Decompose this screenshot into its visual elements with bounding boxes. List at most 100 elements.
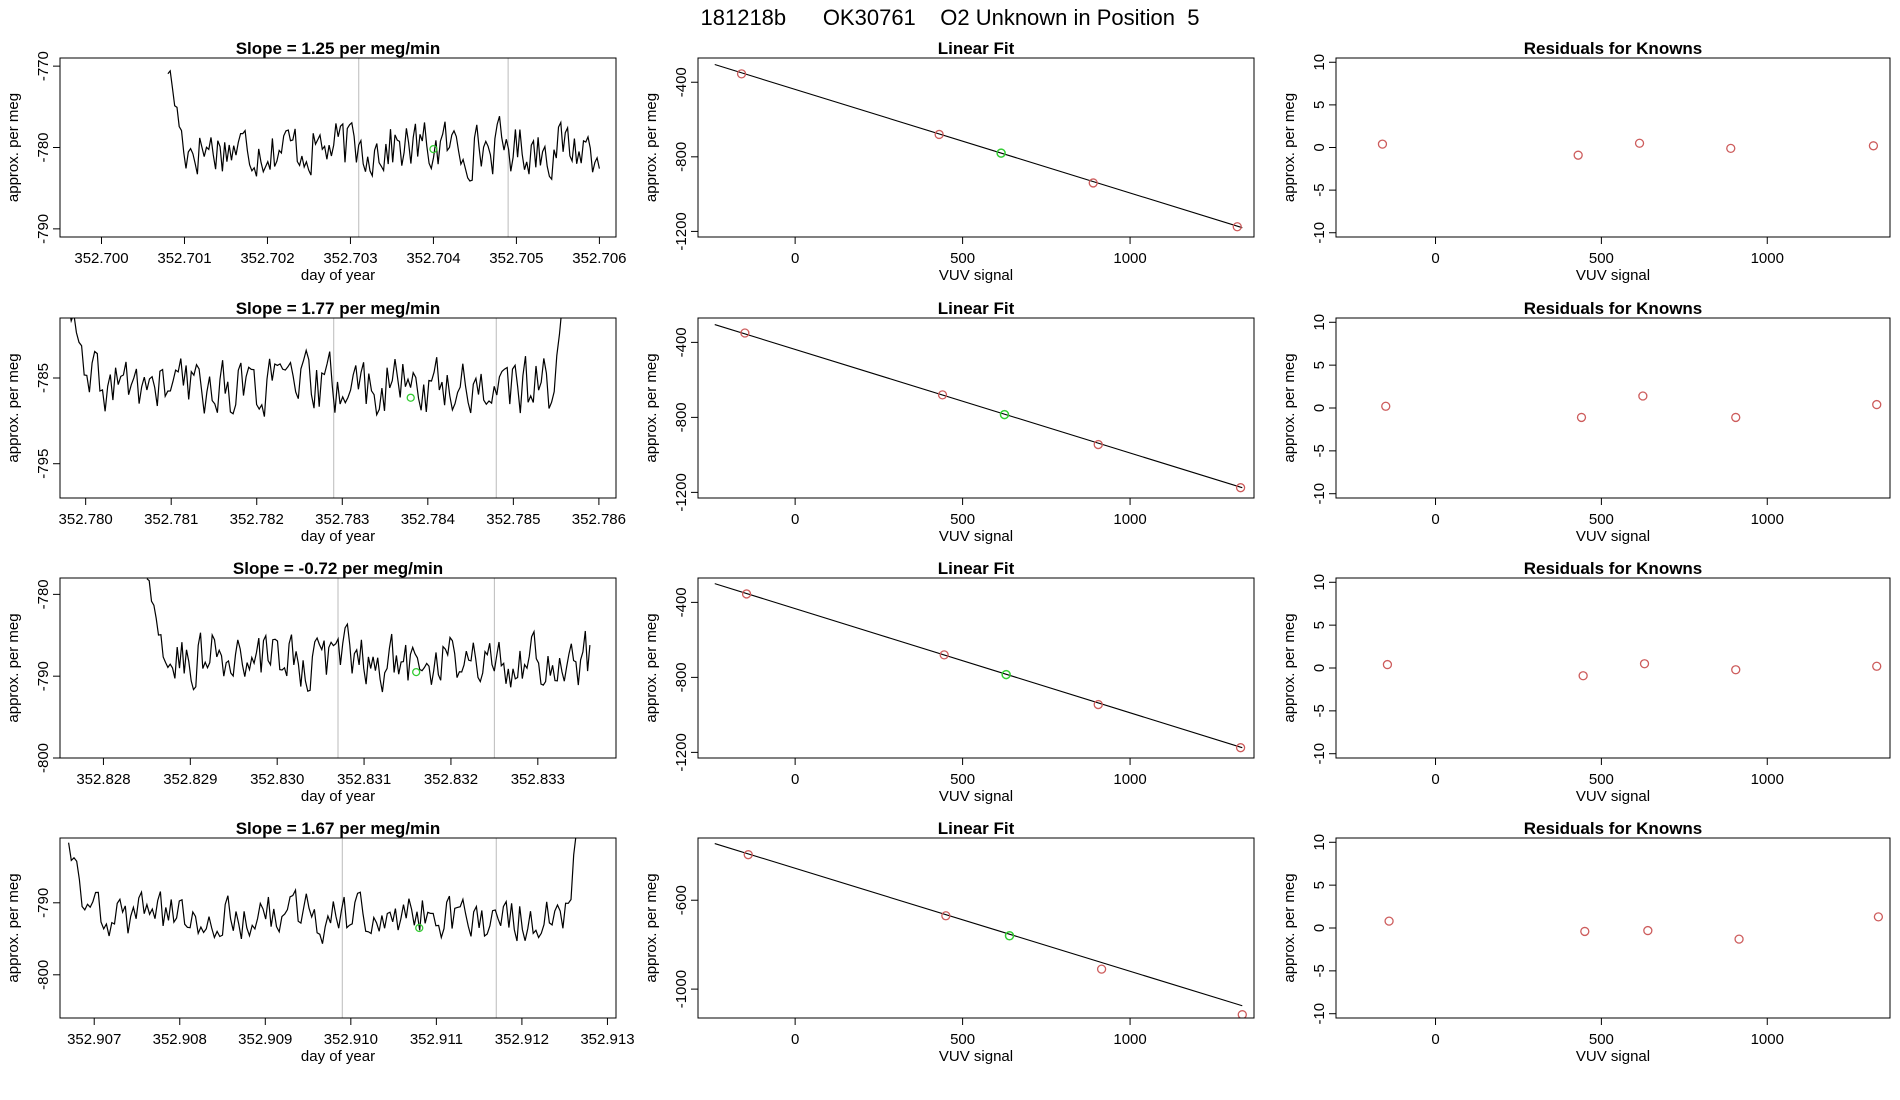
plot-frame [1335, 837, 1891, 1019]
x-tick-label: 352.913 [580, 1031, 634, 1048]
chart-title: Linear Fit [938, 559, 1015, 578]
y-axis-label: approx. per meg [1281, 613, 1298, 722]
y-tick-label: -10 [1311, 483, 1328, 505]
plot-area [1382, 659, 1882, 681]
known-standard-point [740, 328, 750, 338]
residual-point [1726, 143, 1736, 154]
x-axis-label: VUV signal [939, 267, 1013, 284]
plot-area [714, 583, 1246, 753]
y-tick-label: -5 [1311, 183, 1328, 196]
residual-point [1377, 139, 1388, 149]
y-tick-label: -800 [35, 960, 52, 990]
residual-point [1382, 659, 1393, 670]
y-tick-label: -770 [35, 51, 52, 81]
residual-point [1576, 412, 1587, 423]
plot-area [1377, 138, 1879, 160]
chart-title: Slope = 1.67 per meg/min [236, 819, 441, 838]
x-tick-label: 500 [950, 771, 975, 788]
known-standard-point [1088, 178, 1098, 188]
y-tick-label: -1200 [673, 733, 690, 771]
unknown-sample-point [1001, 669, 1011, 680]
known-standard-point [736, 69, 747, 79]
x-tick-label: 352.700 [74, 250, 128, 267]
x-tick-label: 352.782 [230, 511, 284, 528]
residual-point [1643, 925, 1653, 936]
x-tick-label: 352.828 [76, 771, 130, 788]
residual-point [1573, 150, 1583, 160]
y-tick-label: 5 [1311, 881, 1328, 889]
x-tick-label: 352.783 [315, 511, 369, 528]
x-axis-label: VUV signal [939, 1048, 1013, 1065]
y-tick-label: 5 [1311, 361, 1328, 369]
x-tick-label: 352.702 [240, 250, 294, 267]
y-tick-label: -790 [35, 661, 52, 691]
plot-frame [59, 577, 617, 759]
unknown-sample-point [1004, 931, 1015, 941]
chart-title: Residuals for Knowns [1524, 819, 1703, 838]
y-tick-label: -800 [673, 402, 690, 432]
x-tick-label: 352.910 [324, 1031, 378, 1048]
plot-area [714, 843, 1247, 1018]
x-axis-label: VUV signal [1576, 788, 1650, 805]
residual-point [1634, 138, 1645, 148]
timeseries-panel-row-3: Slope = 1.67 per meg/min 352.907 352.908 35… [5, 819, 635, 1065]
y-tick-label: -400 [673, 327, 690, 357]
unknown-sample-point [999, 409, 1010, 420]
residual-point [1731, 665, 1741, 675]
chart-title: Slope = 1.77 per meg/min [236, 299, 441, 318]
x-tick-label: 1000 [1751, 250, 1784, 267]
fit-panel-row-3: Linear Fit 0 500 1000 -600 -1000 VUV signal app… [643, 819, 1255, 1065]
x-tick-label: 0 [791, 511, 799, 528]
signal-trace-line [68, 838, 577, 944]
residual-point [1639, 659, 1650, 669]
x-tick-label: 1000 [1113, 511, 1146, 528]
y-axis-label: approx. per meg [5, 353, 22, 462]
y-tick-label: 10 [1311, 834, 1328, 851]
y-tick-label: -1200 [673, 473, 690, 511]
y-tick-label: -800 [673, 142, 690, 172]
known-standard-point [743, 850, 753, 860]
x-tick-label: 500 [950, 1031, 975, 1048]
y-axis-label: approx. per meg [1281, 353, 1298, 462]
x-tick-label: 352.785 [486, 511, 540, 528]
x-axis-label: VUV signal [939, 788, 1013, 805]
y-axis-label: approx. per meg [5, 613, 22, 722]
signal-trace-line [146, 578, 591, 693]
y-axis-label: approx. per meg [1281, 93, 1298, 202]
fit-panel-row-2: Linear Fit 0 500 1000 -400 -800 -1200 VUV signa… [643, 559, 1255, 805]
y-tick-label: -780 [35, 132, 52, 162]
y-tick-label: -600 [673, 885, 690, 915]
timeseries-panel-row-0: Slope = 1.25 per meg/min 352.700 352.701 35… [5, 39, 627, 284]
signal-trace-line [167, 69, 600, 182]
x-tick-label: 1000 [1751, 771, 1784, 788]
chart-title: Slope = 1.25 per meg/min [236, 39, 441, 58]
y-tick-label: -780 [35, 579, 52, 609]
x-tick-label: 352.907 [67, 1031, 121, 1048]
plot-area [714, 324, 1246, 493]
residual-point [1872, 661, 1882, 671]
plot-frame [59, 837, 617, 1019]
y-tick-label: 5 [1311, 101, 1328, 109]
x-tick-label: 0 [1431, 511, 1439, 528]
fit-panel-row-0: Linear Fit 0 500 1000 -400 -800 -1200 VUV signa… [643, 39, 1255, 284]
plot-area [167, 58, 600, 237]
y-tick-label: -790 [35, 888, 52, 918]
x-tick-label: 1000 [1751, 511, 1784, 528]
plot-frame [59, 317, 617, 499]
residuals-panel-row-3: Residuals for Knowns 0 500 1000 10 5 0 -5 -10 VUV… [1281, 819, 1891, 1065]
x-tick-label: 352.831 [337, 771, 391, 788]
x-tick-label: 352.704 [406, 250, 460, 267]
y-tick-label: -10 [1311, 222, 1328, 244]
chart-title: Slope = -0.72 per meg/min [233, 559, 443, 578]
x-tick-label: 500 [1589, 250, 1614, 267]
plot-frame [1335, 577, 1891, 759]
chart-title: Linear Fit [938, 39, 1015, 58]
x-tick-label: 1000 [1751, 1031, 1784, 1048]
x-tick-label: 352.909 [238, 1031, 292, 1048]
plot-frame [59, 57, 617, 238]
x-tick-label: 1000 [1113, 1031, 1146, 1048]
known-standard-point [1093, 699, 1103, 710]
y-tick-label: -1000 [673, 970, 690, 1008]
plot-frame [697, 837, 1255, 1019]
